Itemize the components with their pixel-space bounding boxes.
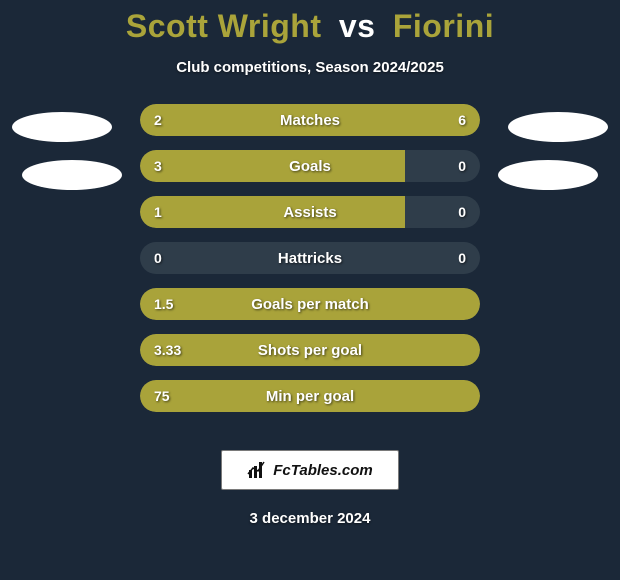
bar-value-right (452, 334, 480, 366)
stat-bar: 2Matches6 (140, 104, 480, 136)
title-vs: vs (339, 8, 376, 44)
avatar-player2-bottom (498, 160, 598, 190)
bars-container: 2Matches63Goals01Assists00Hattricks01.5G… (140, 104, 480, 426)
footer-date: 3 december 2024 (0, 510, 620, 527)
source-badge: FcTables.com (221, 450, 399, 490)
title-player1: Scott Wright (126, 8, 322, 44)
avatar-player1-top (12, 112, 112, 142)
bar-value-right: 0 (444, 242, 480, 274)
page-title: Scott Wright vs Fiorini (0, 0, 620, 45)
bar-label: Shots per goal (140, 334, 480, 366)
stat-bar: 1.5Goals per match (140, 288, 480, 320)
bar-label: Matches (140, 104, 480, 136)
badge-text: FcTables.com (273, 462, 372, 479)
avatar-player2-top (508, 112, 608, 142)
chart-icon (247, 460, 267, 480)
stat-bar: 75Min per goal (140, 380, 480, 412)
stat-bar: 3.33Shots per goal (140, 334, 480, 366)
stat-bar: 1Assists0 (140, 196, 480, 228)
bar-label: Hattricks (140, 242, 480, 274)
comparison-stage: 2Matches63Goals01Assists00Hattricks01.5G… (0, 104, 620, 424)
bar-value-right (452, 288, 480, 320)
bar-value-right: 0 (444, 196, 480, 228)
subtitle: Club competitions, Season 2024/2025 (0, 59, 620, 76)
bar-label: Goals (140, 150, 480, 182)
stat-bar: 0Hattricks0 (140, 242, 480, 274)
bar-value-right: 0 (444, 150, 480, 182)
bar-label: Goals per match (140, 288, 480, 320)
avatar-player1-bottom (22, 160, 122, 190)
stat-bar: 3Goals0 (140, 150, 480, 182)
bar-label: Min per goal (140, 380, 480, 412)
bar-value-right (452, 380, 480, 412)
bar-label: Assists (140, 196, 480, 228)
bar-value-right: 6 (444, 104, 480, 136)
title-player2: Fiorini (393, 8, 494, 44)
